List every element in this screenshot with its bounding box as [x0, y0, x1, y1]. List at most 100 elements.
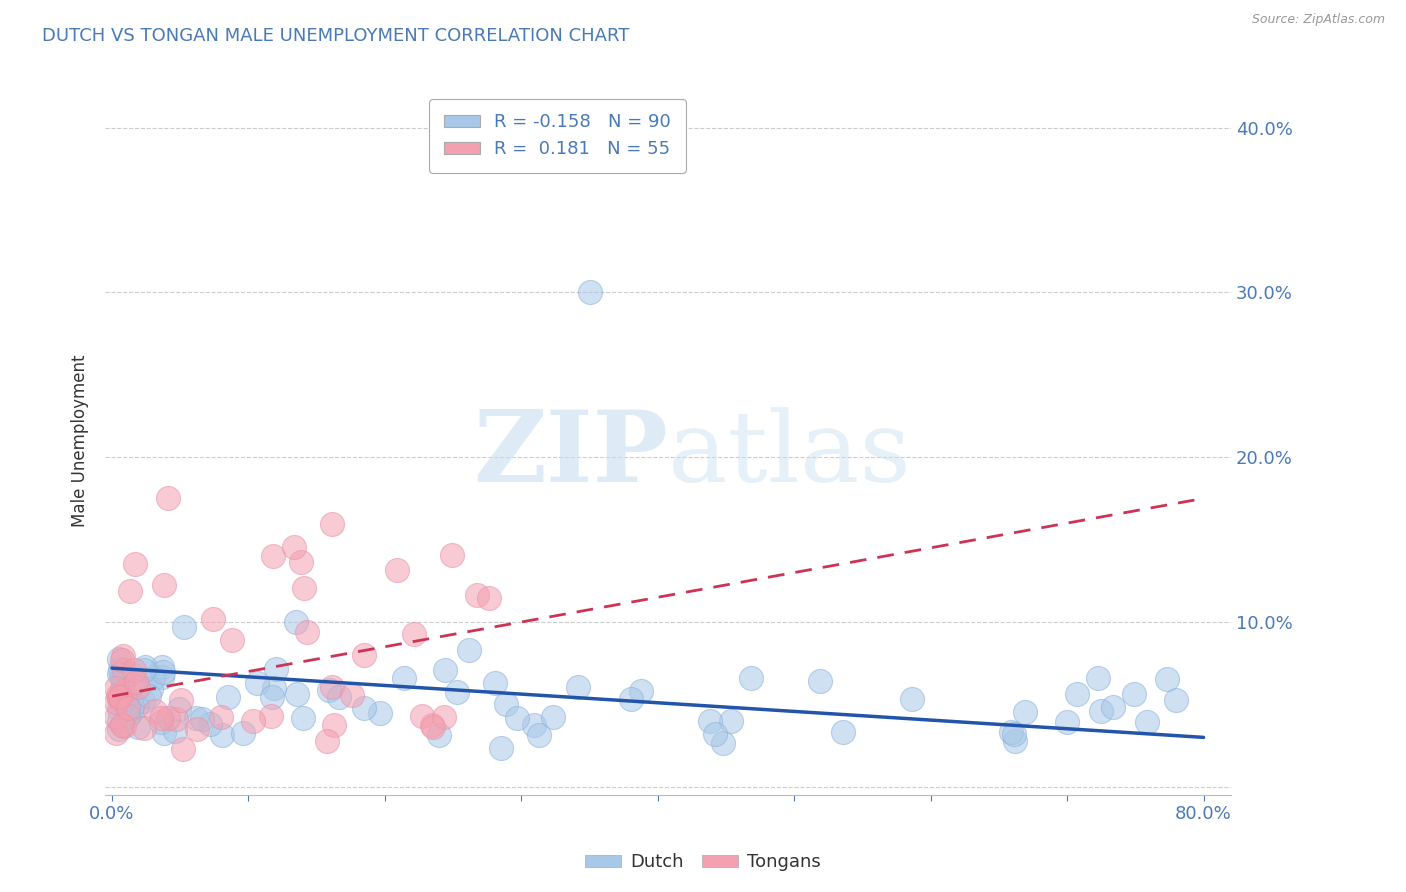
Point — [105, 709, 128, 723]
Point — [108, 723, 131, 737]
Point — [353, 648, 375, 663]
Point — [117, 708, 139, 723]
Y-axis label: Male Unemployment: Male Unemployment — [72, 354, 89, 527]
Point — [152, 726, 174, 740]
Point — [1087, 671, 1109, 685]
Point — [107, 688, 129, 702]
Point — [108, 652, 131, 666]
Point — [110, 667, 132, 681]
Point — [111, 653, 134, 667]
Point — [121, 699, 143, 714]
Point — [153, 578, 176, 592]
Point — [901, 692, 924, 706]
Point — [108, 714, 131, 728]
Point — [108, 691, 131, 706]
Point — [110, 662, 132, 676]
Point — [1056, 714, 1078, 729]
Point — [110, 683, 132, 698]
Point — [112, 668, 135, 682]
Point — [134, 660, 156, 674]
Point — [266, 662, 288, 676]
Point — [191, 712, 214, 726]
Point — [260, 690, 283, 705]
Point — [465, 588, 488, 602]
Point — [1066, 687, 1088, 701]
Point — [1156, 672, 1178, 686]
Point — [262, 549, 284, 563]
Point — [117, 700, 139, 714]
Point — [108, 666, 131, 681]
Text: atlas: atlas — [668, 407, 911, 503]
Point — [142, 671, 165, 685]
Point — [166, 712, 188, 726]
Point — [527, 727, 550, 741]
Point — [402, 627, 425, 641]
Point — [143, 704, 166, 718]
Point — [440, 548, 463, 562]
Point — [184, 711, 207, 725]
Point — [297, 625, 319, 640]
Point — [201, 612, 224, 626]
Text: Source: ZipAtlas.com: Source: ZipAtlas.com — [1251, 13, 1385, 27]
Point — [232, 726, 254, 740]
Point — [316, 734, 339, 748]
Point — [120, 583, 142, 598]
Point — [127, 721, 149, 735]
Point — [150, 659, 173, 673]
Point — [108, 702, 131, 716]
Point — [832, 724, 855, 739]
Point — [108, 690, 131, 705]
Point — [211, 728, 233, 742]
Point — [321, 680, 343, 694]
Point — [1136, 715, 1159, 730]
Point — [321, 516, 343, 531]
Point — [292, 711, 315, 725]
Point — [394, 672, 416, 686]
Point — [132, 721, 155, 735]
Point — [285, 687, 308, 701]
Point — [484, 675, 506, 690]
Point — [740, 671, 762, 685]
Point — [105, 695, 128, 709]
Point — [169, 692, 191, 706]
Point — [1102, 700, 1125, 714]
Point — [108, 689, 131, 703]
Point — [198, 717, 221, 731]
Point — [1002, 727, 1025, 741]
Point — [167, 702, 190, 716]
Point — [711, 736, 734, 750]
Point — [620, 692, 643, 706]
Point — [157, 711, 180, 725]
Point — [150, 714, 173, 729]
Text: DUTCH VS TONGAN MALE UNEMPLOYMENT CORRELATION CHART: DUTCH VS TONGAN MALE UNEMPLOYMENT CORREL… — [42, 27, 630, 45]
Point — [111, 649, 134, 664]
Point — [156, 491, 179, 506]
Point — [112, 667, 135, 681]
Point — [420, 718, 443, 732]
Point — [1000, 725, 1022, 739]
Point — [290, 555, 312, 569]
Point — [120, 693, 142, 707]
Point — [122, 663, 145, 677]
Point — [433, 710, 456, 724]
Point — [318, 682, 340, 697]
Point — [105, 681, 128, 695]
Point — [578, 285, 600, 300]
Point — [506, 711, 529, 725]
Point — [125, 699, 148, 714]
Point — [150, 670, 173, 684]
Point — [263, 681, 285, 695]
Point — [111, 669, 134, 683]
Point — [163, 724, 186, 739]
Point — [342, 688, 364, 702]
Point — [125, 675, 148, 690]
Point — [111, 674, 134, 689]
Point — [217, 690, 239, 704]
Point — [699, 714, 721, 728]
Point — [1164, 692, 1187, 706]
Point — [108, 690, 131, 705]
Point — [173, 620, 195, 634]
Point — [495, 698, 517, 712]
Point — [411, 709, 433, 723]
Point — [186, 722, 208, 736]
